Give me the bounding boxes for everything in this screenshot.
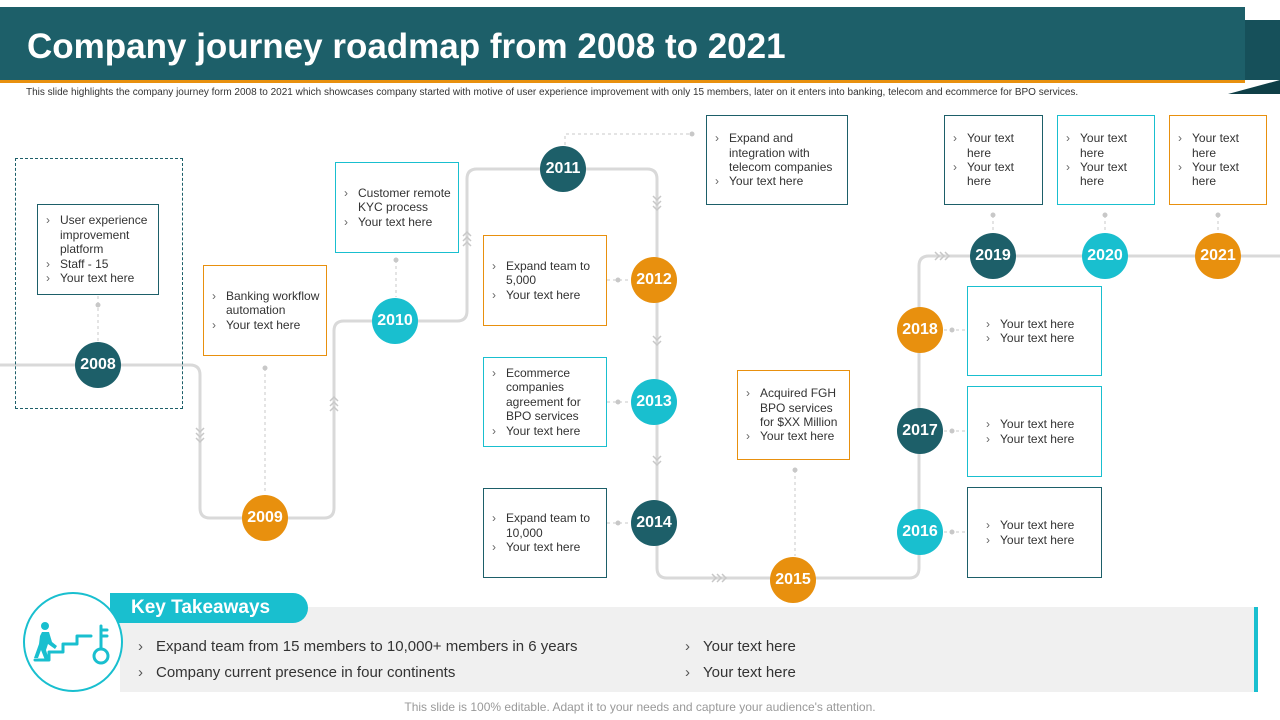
milestone-2014-item: Expand team to 10,000	[492, 511, 600, 540]
milestone-2016-item: Your text here	[986, 518, 1074, 533]
page-title: Company journey roadmap from 2008 to 202…	[27, 27, 786, 66]
year-2012: 2012	[631, 257, 677, 303]
year-2019: 2019	[970, 233, 1016, 279]
year-2017: 2017	[897, 408, 943, 454]
milestone-2019-item: Your text here	[953, 160, 1036, 189]
milestone-2010-item: Your text here	[344, 215, 452, 230]
takeaway-item-text: Your text here	[703, 664, 796, 681]
milestone-2013-box: Ecommerce companies agreement for BPO se…	[483, 357, 607, 447]
takeaways-panel	[120, 607, 1255, 692]
takeaway-item-text: Expand team from 15 members to 10,000+ m…	[156, 638, 578, 655]
takeaway-item-text: Your text here	[703, 638, 796, 655]
takeaways-panel-edge	[1254, 607, 1258, 692]
stairs-key-icon	[23, 592, 123, 692]
milestone-2017-box: Your text hereYour text here	[967, 386, 1102, 477]
milestone-2020-item: Your text here	[1066, 160, 1148, 189]
milestone-2015-box: Acquired FGH BPO services for $XX Millio…	[737, 370, 850, 460]
page-subtitle: This slide highlights the company journe…	[26, 87, 1079, 98]
milestone-2010-box: Customer remote KYC processYour text her…	[335, 162, 459, 253]
milestone-2015-item: Your text here	[746, 429, 843, 444]
milestone-2021-item: Your text here	[1178, 160, 1260, 189]
takeaway-item: › Expand team from 15 members to 10,000+ …	[138, 638, 578, 655]
year-2020: 2020	[1082, 233, 1128, 279]
takeaways-tab	[110, 593, 308, 623]
year-2021: 2021	[1195, 233, 1241, 279]
arrow-up-1	[329, 400, 339, 407]
takeaway-item: › Company current presence in four contin…	[138, 664, 456, 681]
year-2009: 2009	[242, 495, 288, 541]
milestone-2016-item: Your text here	[986, 533, 1074, 548]
arrow-right-2	[934, 251, 941, 261]
year-2014: 2014	[631, 500, 677, 546]
year-2016: 2016	[897, 509, 943, 555]
milestone-2020-item: Your text here	[1066, 131, 1148, 160]
milestone-2017-item: Your text here	[986, 417, 1074, 432]
milestone-2018-item: Your text here	[986, 317, 1074, 332]
year-2008: 2008	[75, 342, 121, 388]
milestone-2019-item: Your text here	[953, 131, 1036, 160]
milestone-2014-item: Your text here	[492, 540, 600, 555]
header-tab	[1245, 20, 1280, 80]
milestone-2021-item: Your text here	[1178, 131, 1260, 160]
arrow-down-4	[652, 455, 662, 462]
year-2018: 2018	[897, 307, 943, 353]
milestone-2009-item: Banking workflow automation	[212, 289, 320, 318]
milestone-2008-item: User experience improvement platform	[46, 213, 152, 256]
milestone-2016-box: Your text hereYour text here	[967, 487, 1102, 578]
milestone-2014-box: Expand team to 10,000Your text here	[483, 488, 607, 578]
milestone-2017-item: Your text here	[986, 432, 1074, 447]
milestone-2008-item: Staff - 15	[46, 257, 152, 272]
arrow-right-1	[711, 573, 718, 583]
milestone-2018-box: Your text hereYour text here	[967, 286, 1102, 376]
connector-2011	[564, 133, 692, 145]
arrow-down-1	[195, 427, 205, 434]
takeaway-item: › Your text here	[685, 638, 796, 655]
milestone-2013-item: Your text here	[492, 424, 600, 439]
milestone-2010-item: Customer remote KYC process	[344, 186, 452, 215]
arrow-up-2	[462, 230, 472, 237]
milestone-2013-item: Ecommerce companies agreement for BPO se…	[492, 366, 600, 424]
milestone-2009-box: Banking workflow automationYour text her…	[203, 265, 327, 356]
takeaway-item: › Your text here	[685, 664, 796, 681]
header-accent-line	[0, 80, 1245, 83]
milestone-2011-item: Your text here	[715, 174, 841, 189]
footer-note: This slide is 100% editable. Adapt it to…	[404, 700, 876, 714]
milestone-2019-box: Your text hereYour text here	[944, 115, 1043, 205]
arrow-down-2	[652, 195, 662, 202]
milestone-2011-box: Expand and integration with telecom comp…	[706, 115, 848, 205]
year-2010: 2010	[372, 298, 418, 344]
milestone-2008-item: Your text here	[46, 271, 152, 286]
header-bar	[0, 7, 1245, 80]
milestone-2020-box: Your text hereYour text here	[1057, 115, 1155, 205]
takeaway-item-text: Company current presence in four contine…	[156, 664, 456, 681]
year-2013: 2013	[631, 379, 677, 425]
milestone-2015-item: Acquired FGH BPO services for $XX Millio…	[746, 386, 843, 429]
milestone-2018-item: Your text here	[986, 331, 1074, 346]
milestone-2009-item: Your text here	[212, 318, 320, 333]
arrow-down-3	[652, 335, 662, 342]
milestone-2008-box: User experience improvement platformStaf…	[37, 204, 159, 295]
milestone-2011-item: Expand and integration with telecom comp…	[715, 131, 841, 174]
roadmap-track	[0, 167, 1280, 580]
year-2011: 2011	[540, 146, 586, 192]
year-2015: 2015	[770, 557, 816, 603]
milestone-2012-box: Expand team to 5,000Your text here	[483, 235, 607, 326]
milestone-2012-item: Expand team to 5,000	[492, 259, 600, 288]
milestone-2008-highlight	[15, 158, 183, 409]
milestone-2012-item: Your text here	[492, 288, 600, 303]
takeaways-title: Key Takeaways	[131, 597, 271, 618]
milestone-2021-box: Your text hereYour text here	[1169, 115, 1267, 205]
